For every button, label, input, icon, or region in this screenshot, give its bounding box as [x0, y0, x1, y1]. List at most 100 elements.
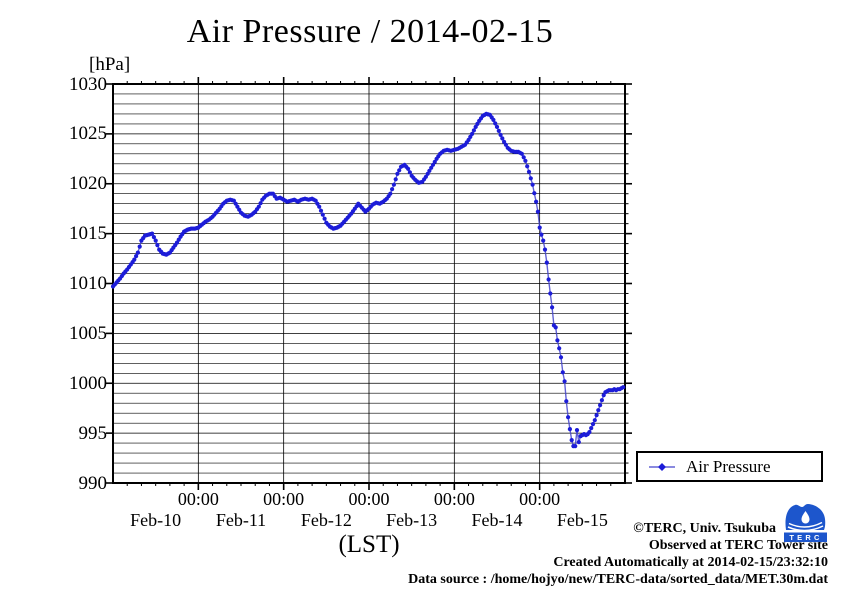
data-point — [521, 155, 526, 160]
data-point — [553, 325, 558, 330]
data-point — [573, 444, 578, 449]
data-point — [151, 235, 156, 240]
y-tick-label: 1015 — [69, 223, 107, 245]
data-point — [391, 182, 396, 187]
data-point — [590, 422, 596, 427]
data-point — [539, 232, 544, 237]
data-point — [596, 408, 601, 413]
data-point — [532, 191, 537, 196]
data-point — [562, 379, 567, 384]
data-point — [496, 128, 501, 133]
y-tick-label: 1020 — [69, 173, 107, 195]
data-point — [535, 209, 541, 214]
data-point — [153, 238, 158, 243]
data-point — [393, 177, 398, 182]
data-point — [537, 225, 542, 230]
data-point — [150, 231, 155, 236]
data-point — [525, 164, 530, 169]
data-point — [132, 257, 137, 262]
data-point — [548, 291, 553, 296]
data-point — [566, 415, 571, 420]
data-point — [567, 427, 573, 432]
data-point — [471, 128, 476, 133]
legend-marker-icon — [649, 462, 675, 471]
data-point — [407, 170, 412, 175]
data-point — [498, 132, 503, 137]
data-point — [322, 216, 327, 221]
data-point — [621, 385, 626, 390]
x-day-label: Feb-14 — [471, 510, 523, 530]
footer-observed: Observed at TERC Tower site — [648, 538, 828, 553]
x-day-label: Feb-10 — [130, 510, 182, 530]
data-point — [557, 346, 562, 351]
data-point — [555, 338, 560, 343]
data-point — [523, 158, 528, 163]
terc-logo-wave — [788, 521, 823, 528]
data-point — [546, 277, 551, 282]
x-axis-label: (LST) — [338, 531, 400, 558]
data-point — [560, 370, 565, 375]
data-point — [569, 438, 574, 443]
footer-created: Created Automatically at 2014-02-15/23:3… — [553, 555, 828, 570]
data-point — [574, 428, 580, 433]
y-tick-label: 1025 — [69, 123, 107, 145]
legend-label: Air Pressure — [686, 456, 771, 476]
footer-copyright: ©TERC, Univ. Tsukuba — [633, 521, 776, 536]
data-point — [258, 201, 263, 206]
x-day-label: Feb-12 — [300, 510, 352, 530]
data-point — [137, 244, 142, 249]
data-point — [592, 418, 597, 423]
data-point — [390, 187, 395, 192]
data-point — [493, 121, 498, 126]
y-tick-label: 1010 — [69, 273, 107, 294]
data-point — [541, 238, 546, 243]
data-point — [470, 131, 475, 136]
y-tick-label: 995 — [78, 422, 108, 444]
y-tick-label: 1005 — [69, 322, 107, 344]
data-point — [320, 212, 325, 217]
terc-logo-wave — [787, 525, 824, 532]
data-point — [406, 166, 411, 171]
x-day-label: Feb-11 — [215, 510, 267, 530]
terc-logo-droplet — [801, 511, 810, 524]
legend-box: Air Pressure — [636, 451, 823, 482]
data-point — [550, 305, 555, 310]
x-time-label: 00:00 — [177, 489, 219, 509]
data-point — [558, 355, 564, 360]
x-day-label: Feb-15 — [556, 510, 608, 530]
data-point — [318, 208, 324, 213]
x-time-label: 00:00 — [519, 489, 561, 509]
data-point — [544, 260, 549, 265]
data-point — [534, 199, 539, 204]
y-tick-label: 1030 — [69, 73, 107, 95]
data-point — [500, 136, 505, 141]
data-point — [256, 204, 261, 209]
x-time-label: 00:00 — [433, 489, 475, 509]
data-point — [589, 426, 594, 431]
y-axis-unit-label: [hPa] — [89, 54, 131, 75]
data-point — [317, 204, 322, 209]
footer-source: Data source : /home/hojyo/new/TERC-data/… — [408, 572, 828, 587]
data-point — [491, 117, 496, 122]
terc-logo-icon: TERC — [784, 504, 827, 542]
data-point — [542, 247, 548, 252]
data-point — [134, 254, 139, 259]
terc-logo-text: TERC — [789, 533, 822, 542]
data-point — [576, 440, 581, 445]
x-time-label: 00:00 — [348, 489, 390, 509]
data-point — [135, 250, 140, 255]
data-point — [388, 191, 393, 196]
x-day-label: Feb-13 — [386, 510, 438, 530]
y-tick-label: 1000 — [69, 372, 107, 394]
data-point — [526, 169, 532, 174]
page-title: Air Pressure / 2014-02-15 — [186, 13, 554, 50]
data-point — [395, 171, 400, 176]
data-point — [528, 176, 533, 181]
data-point — [587, 430, 592, 435]
data-point — [519, 151, 525, 156]
data-point — [494, 124, 500, 129]
data-point — [598, 403, 603, 408]
data-point — [564, 399, 569, 404]
